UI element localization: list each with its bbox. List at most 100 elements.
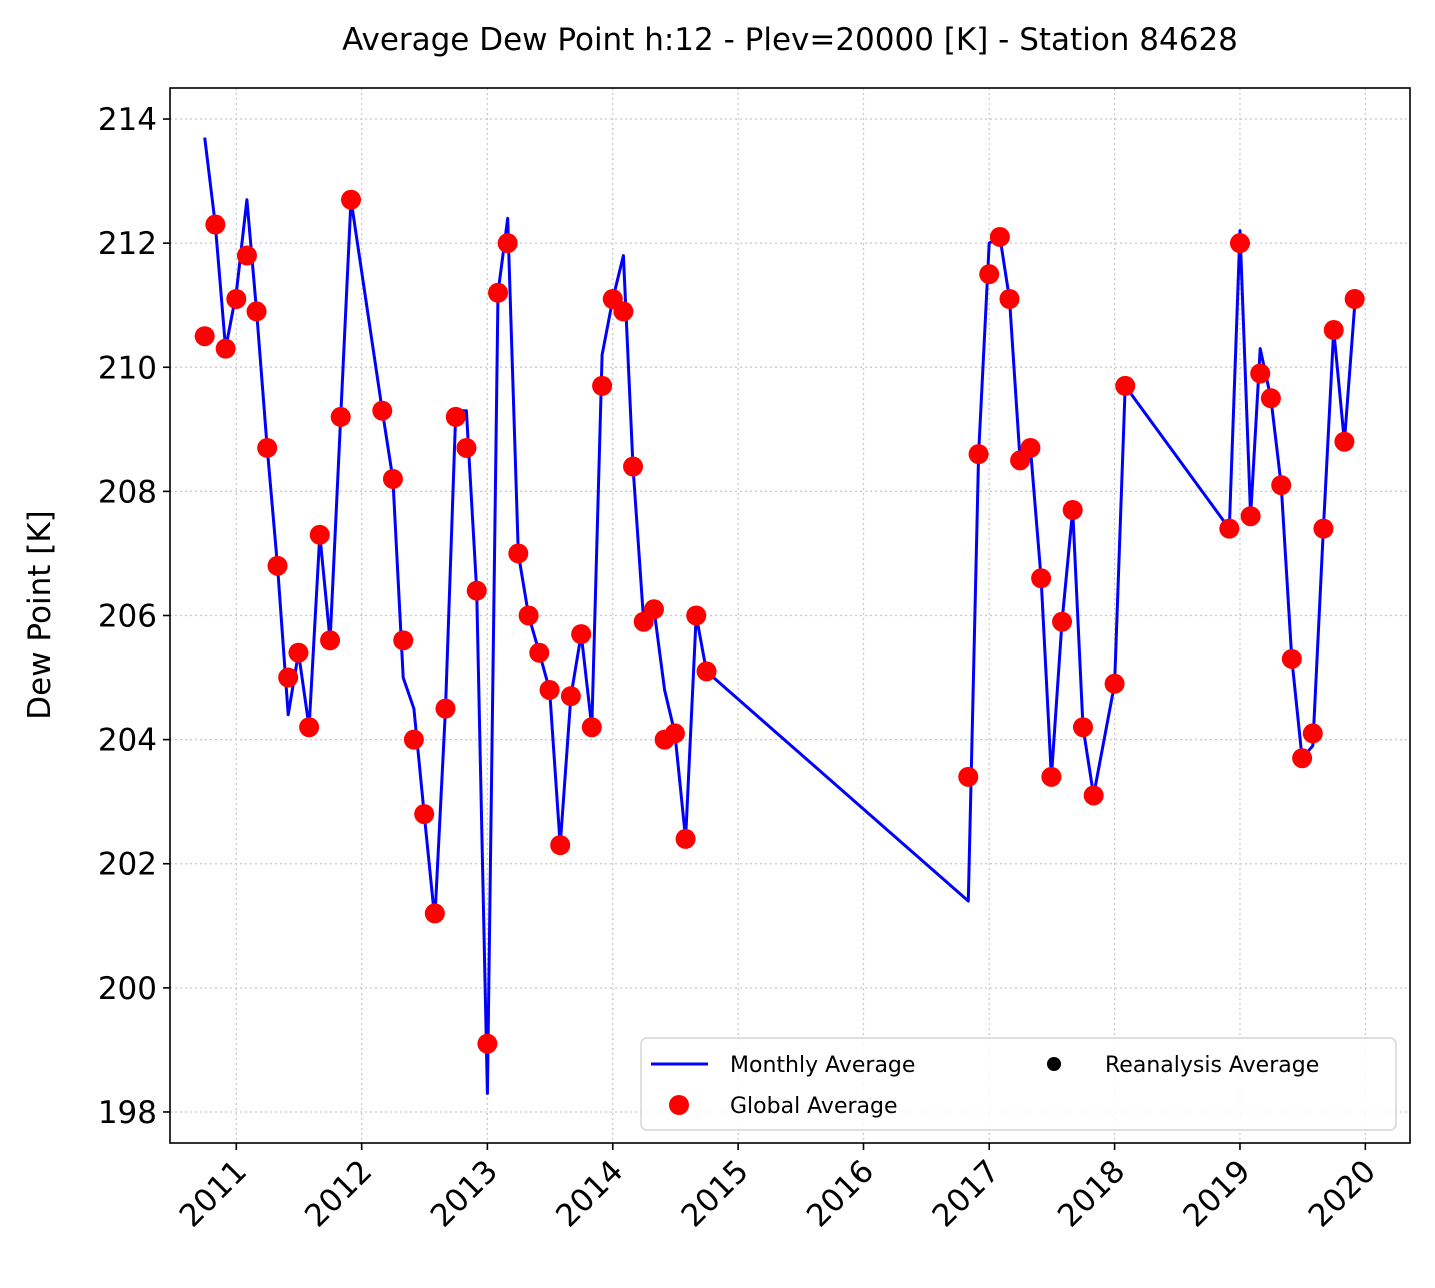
global-average-point (1240, 506, 1261, 527)
x-tick-label: 2011 (173, 1153, 254, 1234)
legend-monthly-label: Monthly Average (730, 1053, 915, 1078)
y-tick-label: 204 (98, 723, 157, 759)
global-average-point (1250, 363, 1271, 384)
global-average-point (382, 468, 403, 489)
chart-title: Average Dew Point h:12 - Plev=20000 [K] … (342, 22, 1238, 58)
global-average-point (686, 605, 707, 626)
global-average-point (664, 723, 685, 744)
y-axis-ticks: 198 200 202 204 206 208 210 212 214 (98, 102, 170, 1131)
y-tick-label: 210 (98, 350, 157, 386)
global-average-point (424, 903, 445, 924)
global-average-point (1281, 648, 1302, 669)
global-average-point (236, 245, 257, 266)
global-average-point (643, 599, 664, 620)
global-average-point (1292, 748, 1313, 769)
global-average-point (215, 338, 236, 359)
legend-box (640, 1037, 1397, 1131)
x-tick-label: 2017 (926, 1153, 1007, 1234)
global-average-point (194, 326, 215, 347)
y-tick-label: 202 (98, 847, 157, 883)
x-tick-label: 2018 (1051, 1153, 1132, 1234)
global-average-point (299, 717, 320, 738)
x-tick-label: 2019 (1176, 1153, 1257, 1234)
x-tick-label: 2012 (298, 1153, 379, 1234)
global-average-point (309, 524, 330, 545)
x-tick-label: 2015 (675, 1153, 756, 1234)
legend-global-label: Global Average (730, 1094, 898, 1119)
legend-global-swatch (669, 1095, 689, 1115)
global-average-point (205, 214, 226, 235)
global-average-point (466, 580, 487, 601)
global-average-point (518, 605, 539, 626)
global-average-point (257, 437, 278, 458)
global-average-point (414, 804, 435, 825)
x-tick-label: 2016 (800, 1153, 881, 1234)
global-average-point (1083, 785, 1104, 806)
global-average-point (696, 661, 717, 682)
global-average-point (497, 233, 518, 254)
global-average-point (1219, 518, 1240, 539)
legend: Monthly Average Global Average Reanalysi… (640, 1037, 1397, 1131)
y-tick-label: 208 (98, 474, 157, 510)
global-average-point (999, 289, 1020, 309)
grid (170, 88, 1410, 1143)
global-average-points-group (194, 189, 1365, 1054)
global-average-point (1020, 437, 1041, 458)
global-average-point (435, 698, 456, 719)
global-average-point (1041, 766, 1062, 787)
global-average-point (1104, 673, 1125, 694)
global-average-point (1313, 518, 1334, 539)
global-average-point (613, 301, 634, 322)
global-average-point (529, 642, 550, 663)
global-average-point (403, 729, 424, 750)
x-tick-label: 2014 (549, 1153, 630, 1234)
global-average-point (288, 642, 309, 663)
global-average-point (226, 289, 247, 309)
x-axis-ticks: 2011 2012 2013 2014 2015 2016 2017 2018 2019 2020 (173, 1143, 1383, 1234)
global-average-point (1062, 500, 1083, 520)
global-average-point (320, 630, 341, 651)
y-axis-label: Dew Point [K] (22, 510, 58, 720)
global-average-point (278, 667, 299, 688)
legend-reanalysis-swatch (1047, 1057, 1061, 1071)
y-tick-label: 214 (98, 102, 157, 138)
x-tick-label: 2013 (424, 1153, 505, 1234)
global-average-point (581, 717, 602, 738)
global-average-point (1115, 375, 1136, 396)
global-average-point (979, 264, 1000, 285)
global-average-point (445, 406, 466, 427)
monthly-average-line (203, 137, 1357, 1095)
global-average-point (539, 679, 560, 700)
x-tick-label: 2020 (1302, 1153, 1383, 1234)
monthly-average-line-group (203, 137, 1357, 1095)
global-average-point (623, 456, 644, 477)
global-average-point (571, 624, 592, 645)
global-average-point (1260, 388, 1281, 409)
global-average-point (372, 400, 393, 421)
global-average-point (477, 1033, 498, 1054)
global-average-point (592, 375, 613, 396)
global-average-point (1323, 320, 1344, 341)
global-average-point (989, 226, 1010, 247)
global-average-point (1052, 611, 1073, 632)
global-average-point (267, 555, 288, 576)
y-tick-label: 200 (98, 971, 157, 1007)
global-average-point (330, 406, 351, 427)
global-average-point (1031, 568, 1052, 589)
global-average-point (341, 189, 362, 210)
global-average-point (675, 828, 696, 849)
global-average-point (246, 301, 267, 322)
global-average-point (1072, 717, 1093, 738)
global-average-point (1302, 723, 1323, 744)
legend-reanalysis-label: Reanalysis Average (1105, 1053, 1319, 1078)
global-average-point (958, 766, 979, 787)
global-average-point (1344, 289, 1365, 309)
global-average-point (393, 630, 414, 651)
global-average-point (1229, 233, 1250, 254)
global-average-point (488, 282, 509, 303)
y-tick-label: 198 (98, 1095, 157, 1131)
global-average-point (456, 437, 477, 458)
global-average-point (968, 444, 989, 465)
global-average-point (560, 686, 581, 707)
